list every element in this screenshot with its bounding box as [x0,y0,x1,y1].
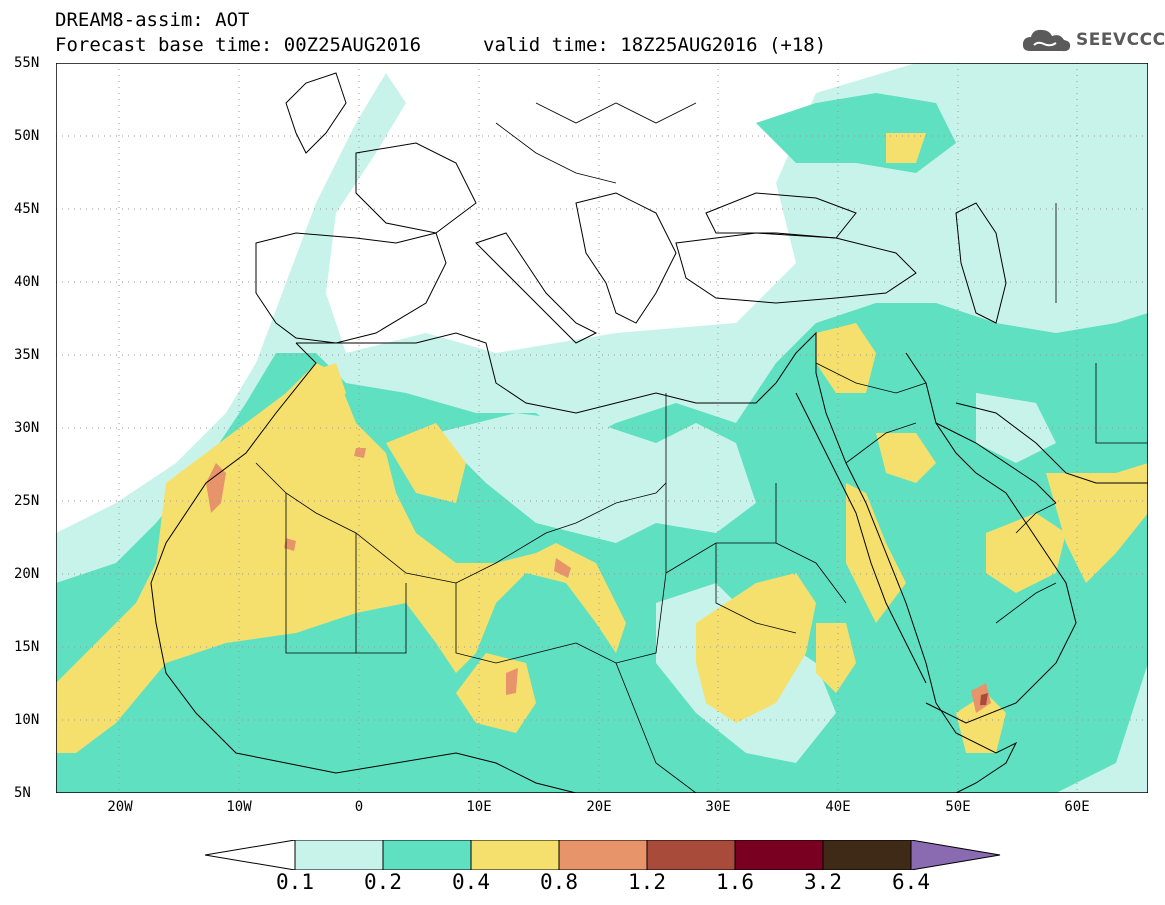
aot-band-1.2 [980,693,988,705]
logo-text: SEEVCCC [1076,30,1165,50]
legend-level: 0.1 [276,870,314,894]
lat-label: 10N [14,712,40,728]
lat-label: 20N [14,566,40,582]
legend-level: 6.4 [892,870,930,894]
seevccc-logo: SEEVCCC [1020,24,1165,56]
legend-bin-0.2-0.4 [382,840,472,870]
lon-label: 40E [825,799,851,815]
valid-time: valid time: 18Z25AUG2016 (+18) [483,34,827,56]
legend-bin-0.4-0.8 [470,840,560,870]
lon-label: 20W [107,799,133,815]
lat-label: 55N [14,55,40,71]
lon-label: 10W [226,799,252,815]
lon-label: 10E [466,799,492,815]
lon-label: 50E [945,799,971,815]
graticule [56,63,1148,793]
lon-label: 30E [705,799,731,815]
legend-bin-0.1-0.2 [294,840,384,870]
legend-bin-3.2-6.4 [822,840,912,870]
legend-level: 0.4 [452,870,490,894]
aot-map [56,63,1148,793]
lat-label: 35N [14,347,40,363]
legend-level: 1.6 [716,870,754,894]
legend-level: 3.2 [804,870,842,894]
lon-label: 60E [1064,799,1090,815]
aot-band-0.8 [206,448,991,713]
map-title: DREAM8-assim: AOT [55,9,250,31]
legend-bin-1.6-3.2 [734,840,824,870]
lat-label: 45N [14,201,40,217]
lat-label: 40N [14,274,40,290]
lat-label: 50N [14,128,40,144]
forecast-base-time: Forecast base time: 00Z25AUG2016 [55,34,422,56]
legend-level: 0.2 [364,870,402,894]
aot-color-legend [205,840,1001,870]
lat-label: 5N [14,785,31,801]
legend-level: 1.2 [628,870,666,894]
cloud-icon [1022,29,1071,52]
lat-label: 15N [14,639,40,655]
legend-bin-1.2-1.6 [646,840,736,870]
legend-level: 0.8 [540,870,578,894]
legend-min-arrow [205,840,296,870]
lat-label: 25N [14,493,40,509]
legend-bin-0.8-1.2 [558,840,648,870]
lon-label: 0 [354,799,364,815]
country-borders [255,102,1148,793]
legend-max-arrow [910,840,1001,870]
lon-label: 20E [586,799,612,815]
aot-band-0.4 [56,133,1148,753]
lat-label: 30N [14,420,40,436]
